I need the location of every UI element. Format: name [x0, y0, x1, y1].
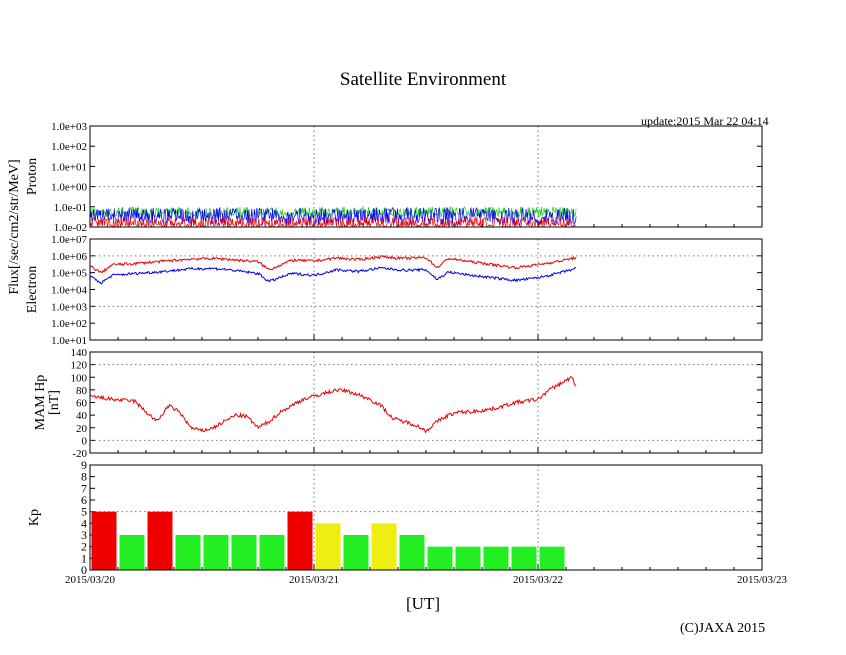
electron-y-tick-label: 1.0e+05: [51, 268, 87, 280]
kp-bar: [203, 535, 229, 570]
proton-y-tick-label: 1.0e+01: [51, 161, 87, 173]
kp-bar: [287, 511, 313, 570]
proton-y-tick-label: 1.0e+03: [51, 121, 87, 133]
mam-y-tick-label: 80: [76, 385, 88, 397]
x-tick-label: 2015/03/20: [65, 574, 116, 586]
kp-bar: [427, 546, 453, 570]
electron-y-tick-label: 1.0e+01: [51, 335, 87, 347]
mam-y-tick-label: 120: [71, 360, 88, 372]
x-axis-unit-label: [UT]: [406, 594, 440, 613]
proton-y-tick-label: 1.0e-02: [54, 222, 87, 234]
electron-series-line: [89, 254, 577, 274]
mam-y-axis-label: [nT]: [47, 390, 62, 415]
mam-y-axis-label: MAM Hp: [33, 375, 48, 431]
mam-y-tick-label: 60: [76, 398, 88, 410]
kp-bar: [91, 511, 117, 570]
kp-y-tick-label: 6: [81, 493, 87, 507]
proton-panel: [89, 125, 763, 229]
electron-y-tick-label: 1.0e+04: [51, 285, 87, 297]
mam-frame: [89, 351, 763, 454]
electron-y-tick-label: 1.0e+07: [51, 234, 87, 246]
copyright: (C)JAXA 2015: [680, 621, 766, 636]
kp-y-axis-label: Kp: [27, 509, 42, 526]
kp-y-tick-label: 4: [81, 516, 87, 530]
proton-frame: [89, 125, 763, 228]
x-tick-label: 2015/03/23: [737, 574, 788, 586]
electron-y-axis-label: Electron: [25, 266, 40, 313]
kp-bar: [399, 535, 425, 570]
kp-bar: [455, 546, 481, 570]
chart-title: Satellite Environment: [339, 69, 507, 90]
mam-y-tick-label: 100: [71, 372, 88, 384]
update-timestamp: update:2015 Mar 22 04:14: [641, 114, 769, 128]
kp-bar: [259, 535, 285, 570]
kp-bar: [371, 523, 397, 570]
kp-y-tick-label: 7: [81, 481, 87, 495]
electron-frame: [89, 238, 763, 341]
electron-y-tick-label: 1.0e+06: [51, 251, 87, 263]
electron-y-tick-label: 1.0e+03: [51, 301, 87, 313]
proton-y-tick-label: 1.0e+00: [51, 182, 87, 194]
x-tick-label: 2015/03/22: [513, 574, 563, 586]
kp-bar: [343, 535, 369, 570]
kp-bar: [483, 546, 509, 570]
proton-series-line: [89, 205, 577, 219]
electron-panel: [89, 238, 763, 341]
kp-bar: [231, 535, 257, 570]
mam-y-tick-label: 20: [76, 423, 88, 435]
kp-y-tick-label: 8: [81, 470, 87, 484]
proton-y-tick-label: 1.0e-01: [54, 202, 87, 214]
proton-series-line: [89, 216, 577, 229]
kp-bar: [175, 535, 201, 570]
mam-panel: [89, 351, 763, 454]
kp-y-tick-label: 1: [81, 551, 87, 565]
proton-y-tick-label: 1.0e+02: [51, 141, 87, 153]
kp-bar: [147, 511, 173, 570]
mam-series-line: [89, 376, 577, 434]
kp-bar: [315, 523, 341, 570]
proton-series-line: [89, 206, 577, 227]
kp-y-tick-label: 3: [81, 528, 87, 542]
proton-y-axis-label: Proton: [25, 158, 40, 195]
mam-y-tick-label: 0: [82, 435, 88, 447]
electron-y-tick-label: 1.0e+02: [51, 318, 87, 330]
kp-y-tick-label: 9: [81, 458, 87, 472]
mam-y-tick-label: -20: [72, 448, 87, 460]
kp-y-tick-label: 5: [81, 505, 87, 519]
kp-y-tick-label: 0: [81, 563, 87, 577]
kp-y-tick-label: 2: [81, 540, 87, 554]
kp-panel: [89, 464, 763, 571]
kp-bar: [511, 546, 537, 570]
mam-y-tick-label: 140: [71, 347, 88, 359]
kp-bar: [119, 535, 145, 570]
flux-shared-y-axis-label: Flux[/sec/cm2/str/MeV]: [7, 159, 22, 294]
x-tick-label: 2015/03/21: [289, 574, 339, 586]
kp-frame: [89, 464, 763, 571]
electron-series-line: [89, 266, 577, 285]
mam-y-tick-label: 40: [76, 410, 88, 422]
kp-bar: [539, 546, 565, 570]
